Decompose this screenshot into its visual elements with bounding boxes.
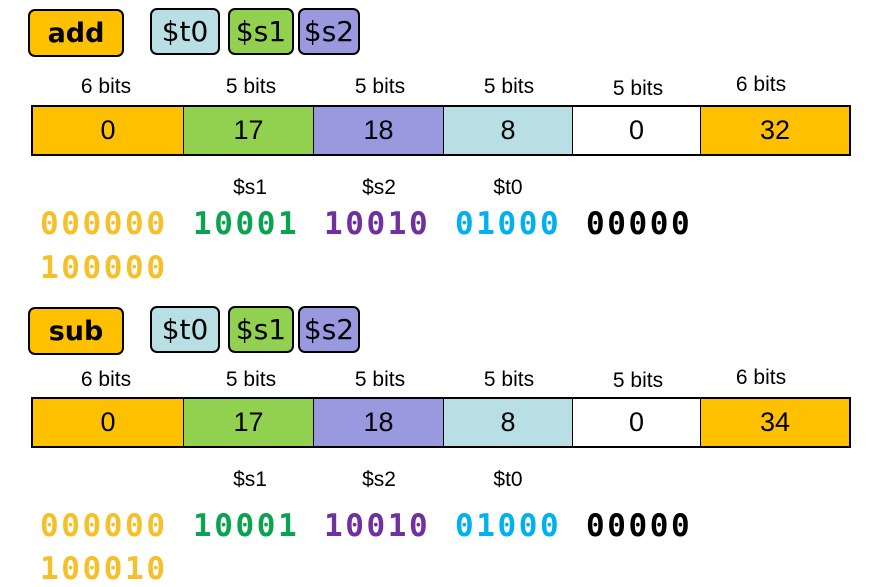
field-shamt: 0 xyxy=(573,107,701,154)
field-rd: 8 xyxy=(444,107,573,154)
bit-label-funct: 6 bits xyxy=(735,73,787,96)
binary-opcode: 000000 xyxy=(40,508,168,544)
bit-label-rt: 5 bits xyxy=(354,368,406,391)
bit-label-rd: 5 bits xyxy=(483,368,535,391)
mnemonic-add: add xyxy=(28,9,124,57)
reg-label-t0: $t0 xyxy=(493,468,523,491)
operand-s2: $s2 xyxy=(298,306,360,353)
operand-s1: $s1 xyxy=(228,8,294,55)
field-opcode: 0 xyxy=(33,107,184,154)
field-row-add: 0 17 18 8 0 32 xyxy=(31,105,851,156)
field-funct: 32 xyxy=(701,107,849,154)
bit-label-rt: 5 bits xyxy=(354,75,406,98)
field-funct: 34 xyxy=(701,399,849,446)
field-rs: 17 xyxy=(184,107,314,154)
field-opcode: 0 xyxy=(33,399,184,446)
binary-rs: 10001 xyxy=(193,206,300,242)
operand-t0: $t0 xyxy=(150,306,220,353)
reg-label-s2: $s2 xyxy=(362,468,396,491)
binary-rs: 10001 xyxy=(193,508,300,544)
bit-label-funct: 6 bits xyxy=(735,366,787,389)
binary-funct: 100010 xyxy=(40,551,168,587)
bit-label-shamt: 5 bits xyxy=(612,77,664,100)
field-rt: 18 xyxy=(314,107,444,154)
binary-rd: 01000 xyxy=(455,206,562,242)
binary-funct: 100000 xyxy=(40,250,168,286)
field-rd: 8 xyxy=(444,399,573,446)
bit-label-rs: 5 bits xyxy=(225,75,277,98)
binary-shamt: 00000 xyxy=(586,206,693,242)
operand-t0: $t0 xyxy=(150,8,220,55)
operand-s1: $s1 xyxy=(228,306,294,353)
reg-label-t0: $t0 xyxy=(493,176,523,199)
bit-label-rd: 5 bits xyxy=(483,75,535,98)
bit-label-opcode: 6 bits xyxy=(80,368,132,391)
reg-label-s1: $s1 xyxy=(233,468,267,491)
bit-label-shamt: 5 bits xyxy=(612,369,664,392)
field-rt: 18 xyxy=(314,399,444,446)
bit-label-rs: 5 bits xyxy=(225,368,277,391)
reg-label-s2: $s2 xyxy=(362,176,396,199)
field-row-sub: 0 17 18 8 0 34 xyxy=(31,397,851,448)
bit-label-opcode: 6 bits xyxy=(80,75,132,98)
binary-shamt: 00000 xyxy=(586,508,693,544)
reg-label-s1: $s1 xyxy=(233,176,267,199)
field-rs: 17 xyxy=(184,399,314,446)
binary-opcode: 000000 xyxy=(40,206,168,242)
binary-rt: 10010 xyxy=(324,206,431,242)
field-shamt: 0 xyxy=(573,399,701,446)
operand-s2: $s2 xyxy=(298,8,360,55)
mnemonic-sub: sub xyxy=(28,307,124,355)
binary-rt: 10010 xyxy=(324,508,431,544)
binary-rd: 01000 xyxy=(455,508,562,544)
